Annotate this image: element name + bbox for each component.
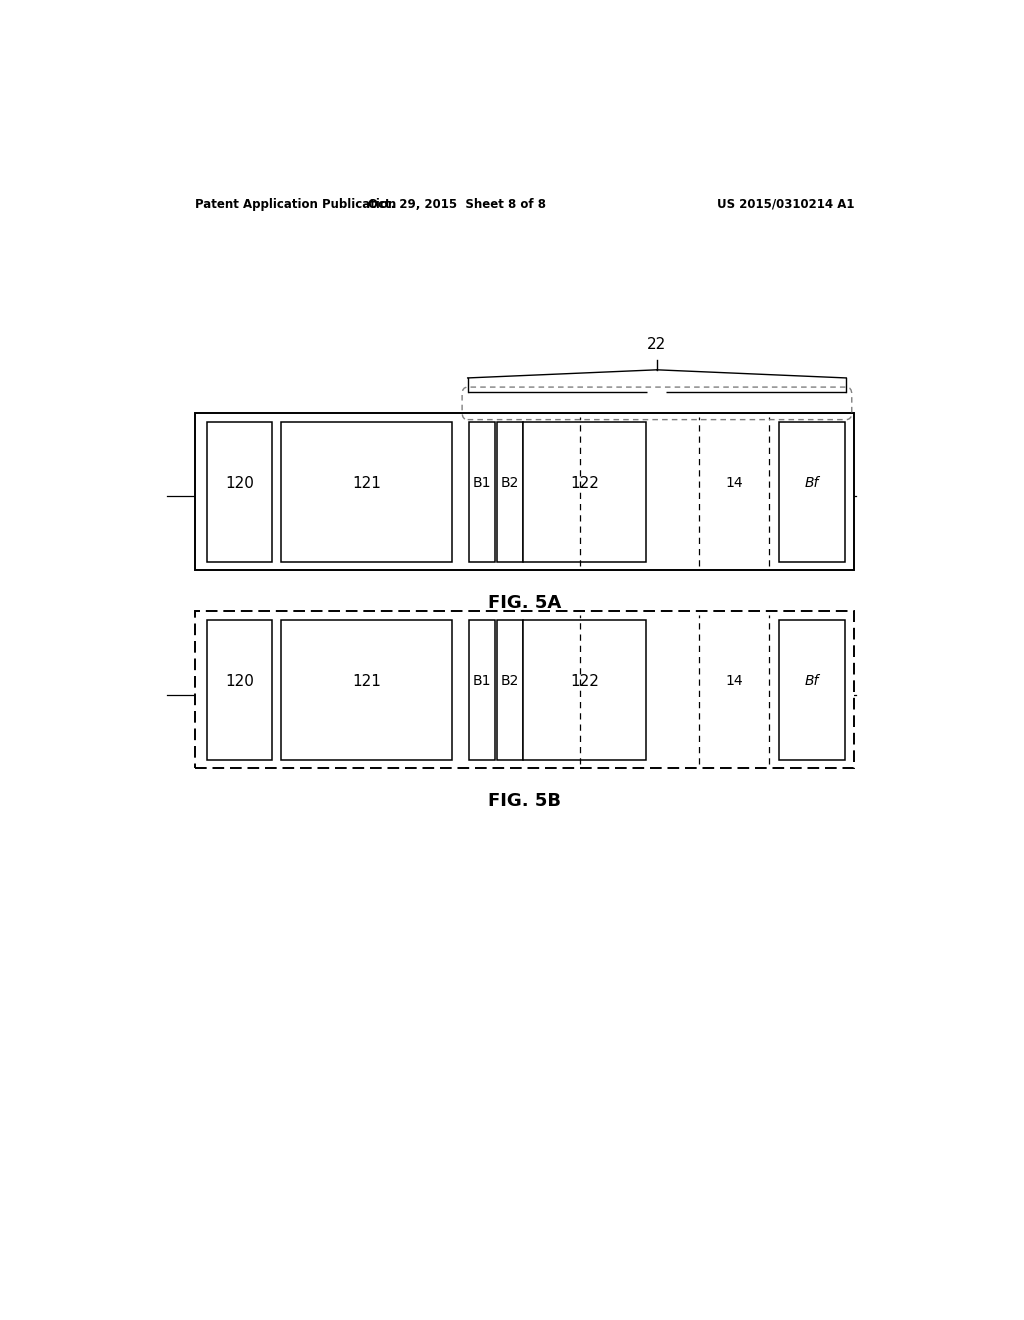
Bar bbox=[523, 421, 646, 562]
Text: US 2015/0310214 A1: US 2015/0310214 A1 bbox=[717, 198, 854, 211]
Bar bbox=[523, 620, 646, 760]
Text: B1: B1 bbox=[473, 477, 492, 490]
Bar bbox=[497, 620, 523, 760]
Text: 120: 120 bbox=[225, 673, 254, 689]
Text: Bf: Bf bbox=[805, 477, 819, 490]
Text: B2: B2 bbox=[501, 675, 519, 688]
Text: 22: 22 bbox=[647, 337, 667, 351]
Bar bbox=[207, 421, 272, 562]
Text: FIG. 5A: FIG. 5A bbox=[488, 594, 561, 611]
Text: Oct. 29, 2015  Sheet 8 of 8: Oct. 29, 2015 Sheet 8 of 8 bbox=[369, 198, 547, 211]
Text: 14: 14 bbox=[725, 477, 743, 490]
Bar bbox=[469, 620, 496, 760]
Bar bbox=[196, 413, 854, 570]
Text: 14: 14 bbox=[725, 675, 743, 688]
Text: 121: 121 bbox=[352, 475, 381, 491]
Text: FIG. 5B: FIG. 5B bbox=[488, 792, 561, 809]
Bar bbox=[469, 421, 496, 562]
Text: B1: B1 bbox=[473, 675, 492, 688]
Text: 121: 121 bbox=[352, 673, 381, 689]
Text: 120: 120 bbox=[225, 475, 254, 491]
Bar bbox=[196, 611, 854, 768]
Bar bbox=[282, 421, 452, 562]
Bar bbox=[778, 620, 845, 760]
Bar bbox=[207, 620, 272, 760]
Bar bbox=[282, 620, 452, 760]
Bar bbox=[778, 421, 845, 562]
Text: Bf: Bf bbox=[805, 675, 819, 688]
Text: 122: 122 bbox=[570, 673, 599, 689]
Text: Patent Application Publication: Patent Application Publication bbox=[196, 198, 396, 211]
Text: 122: 122 bbox=[570, 475, 599, 491]
Text: B2: B2 bbox=[501, 477, 519, 490]
Bar bbox=[497, 421, 523, 562]
